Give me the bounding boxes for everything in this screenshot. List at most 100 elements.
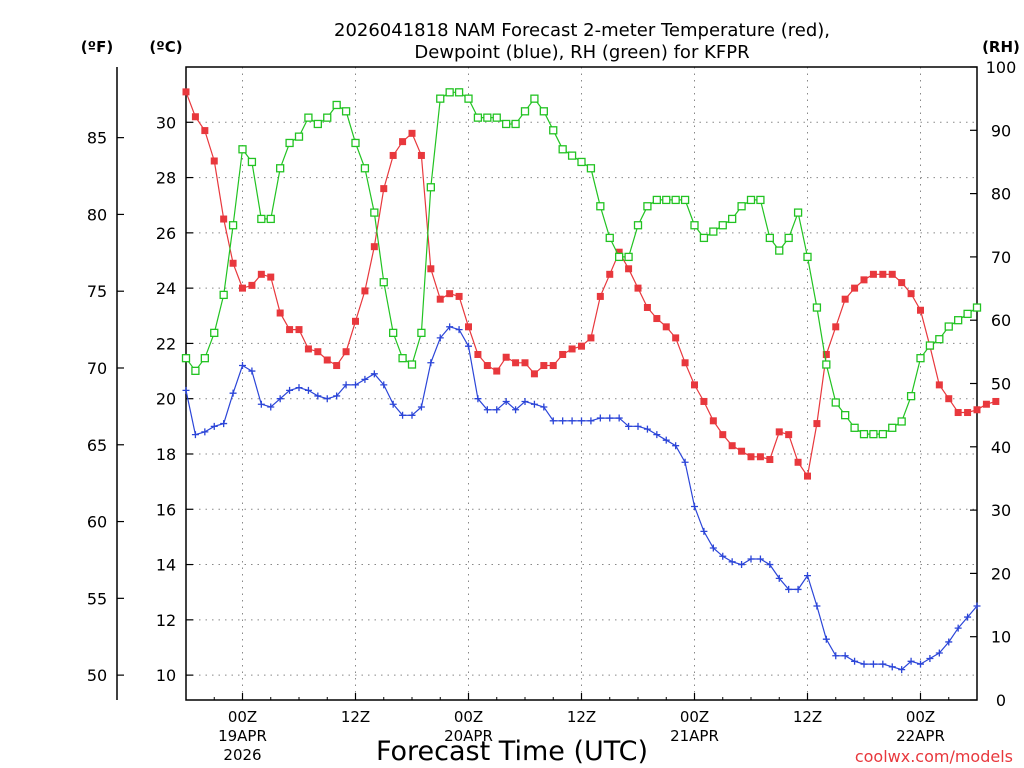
rh-point [389, 328, 398, 338]
temperature-point [634, 284, 642, 292]
temperature-point [530, 370, 538, 378]
temperature-point [493, 367, 501, 375]
temperature-point [521, 359, 529, 367]
rh-point [925, 341, 935, 350]
rh-point [219, 290, 228, 300]
dewpoint-point [653, 431, 661, 439]
data-series [181, 88, 1000, 674]
temperature-point [879, 270, 887, 278]
temperature-point [775, 428, 783, 436]
dewpoint-point [578, 417, 585, 425]
temperature-point [399, 138, 407, 146]
temperature-point [643, 303, 651, 311]
dewpoint-point [832, 652, 840, 660]
dewpoint-point [596, 414, 604, 422]
celsius-tick-label: 26 [156, 224, 176, 243]
rh-point [351, 138, 360, 148]
rh-tick-label: 60 [991, 311, 1011, 330]
rh-point [793, 208, 803, 217]
celsius-tick-label: 16 [156, 500, 176, 519]
dewpoint-point [747, 555, 755, 563]
dewpoint-point [493, 406, 501, 414]
temperature-point [333, 362, 341, 370]
rh-point [615, 252, 624, 262]
fahrenheit-tick-label: 50 [87, 666, 107, 685]
dewpoint-point [323, 395, 331, 403]
temperature-point [559, 350, 567, 358]
temperature-point [540, 362, 548, 370]
celsius-tick-label: 10 [156, 666, 176, 685]
dewpoint-point [220, 420, 228, 428]
rh-point [906, 392, 916, 401]
x-tick-label: 00Z [454, 708, 483, 726]
dewpoint-point [549, 417, 557, 425]
dewpoint-point [841, 652, 849, 660]
dewpoint-point [446, 323, 454, 331]
temperature-point [408, 129, 416, 137]
temperature-point [738, 447, 746, 455]
rh-point [784, 233, 793, 243]
rh-point [313, 119, 322, 129]
rh-point [756, 195, 765, 205]
rh-tick-label: 70 [991, 248, 1011, 267]
rh-point [888, 423, 897, 432]
dewpoint-point [794, 585, 802, 593]
rh-point [737, 202, 746, 211]
dewpoint-point [210, 422, 218, 430]
temperature-point [568, 345, 576, 353]
x-tick-date-label: 21APR [670, 727, 719, 745]
dewpoint-point [455, 326, 463, 334]
rh-point [549, 126, 558, 135]
temperature-point [973, 406, 981, 414]
temperature-point [182, 88, 190, 96]
rh-point [294, 132, 304, 141]
rh-point [624, 252, 633, 262]
dewpoint-point [370, 370, 378, 378]
rh-point [577, 157, 586, 167]
temperature-point [587, 334, 595, 342]
rh-point [586, 164, 596, 173]
x-tick-label: 12Z [793, 708, 822, 726]
rh-point [558, 145, 567, 154]
rh-point [398, 354, 407, 363]
rh-point [445, 88, 454, 97]
temperature-point [672, 334, 680, 342]
rh-point [360, 164, 370, 173]
rh-point [812, 303, 822, 312]
dewpoint-point [606, 414, 614, 422]
dewpoint-point [333, 392, 341, 400]
temperature-point [295, 326, 303, 334]
dewpoint-point [342, 381, 350, 389]
temperature-point [210, 157, 218, 165]
rh-point [878, 429, 887, 439]
temperature-point [361, 287, 369, 295]
temperature-point [888, 270, 896, 278]
rh-point [304, 113, 313, 122]
rh-point [417, 328, 426, 338]
temperature-point [728, 442, 736, 450]
rh-point [473, 113, 483, 122]
dewpoint-point [352, 381, 359, 389]
dewpoint-point [907, 657, 915, 665]
temperature-point [342, 348, 350, 356]
rh-tick-label: 10 [991, 628, 1011, 647]
celsius-tick-label: 14 [156, 556, 176, 575]
rh-point [831, 398, 840, 407]
rh-point [596, 202, 605, 211]
dewpoint-point [860, 660, 868, 668]
temperature-point [417, 151, 425, 159]
temperature-point [446, 290, 454, 298]
temperature-point [615, 248, 623, 256]
rh-tick-label: 90 [991, 121, 1011, 140]
temperature-point [286, 326, 294, 334]
temperature-point [455, 292, 463, 300]
temperature-point [907, 290, 915, 298]
celsius-unit-label: (ºC) [149, 38, 182, 56]
temperature-point [314, 348, 322, 356]
temperature-point [691, 381, 698, 389]
rh-point [728, 214, 737, 224]
celsius-tick-label: 12 [156, 611, 176, 630]
dewpoint-point [851, 657, 859, 665]
rh-point [341, 107, 351, 116]
fahrenheit-tick-label: 70 [87, 359, 107, 378]
